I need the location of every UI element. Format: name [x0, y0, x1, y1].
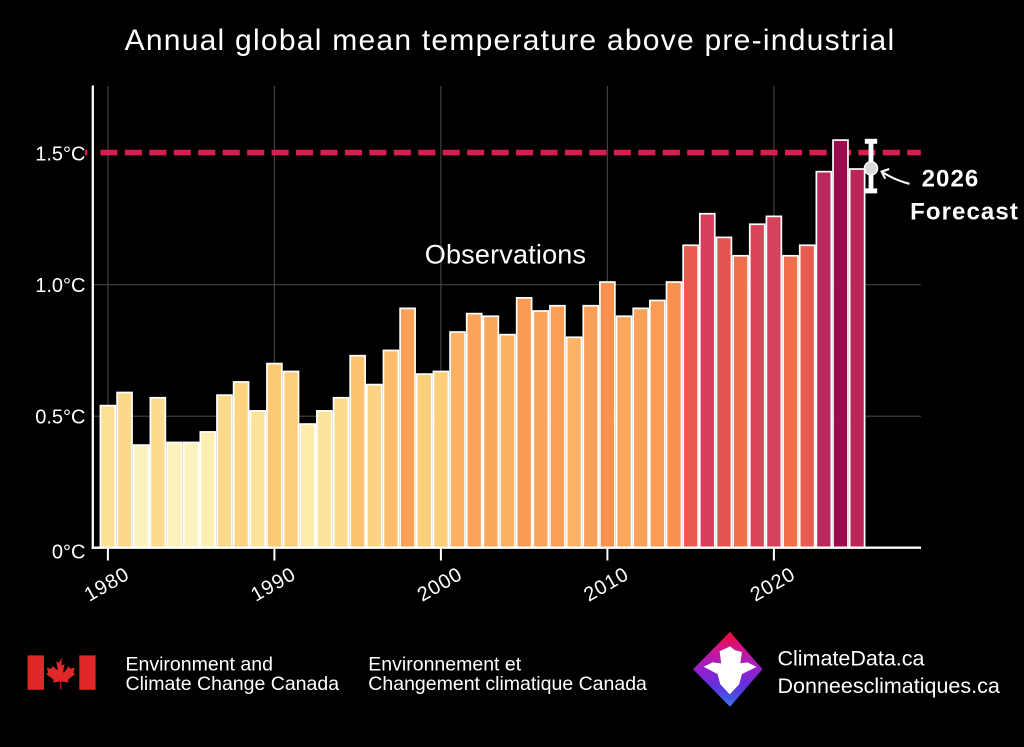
svg-text:0°C: 0°C — [52, 541, 86, 563]
svg-text:Environment and: Environment and — [126, 654, 273, 676]
svg-text:Donneesclimatiques.ca: Donneesclimatiques.ca — [778, 674, 1000, 698]
svg-text:1.5°C: 1.5°C — [35, 144, 85, 166]
svg-text:1.0°C: 1.0°C — [35, 275, 85, 297]
svg-text:Forecast: Forecast — [910, 199, 1019, 226]
svg-text:Observations: Observations — [425, 240, 586, 270]
svg-text:ClimateData.ca: ClimateData.ca — [778, 647, 925, 671]
svg-text:Annual global mean temperature: Annual global mean temperature above pre… — [125, 24, 896, 57]
svg-text:2026: 2026 — [922, 166, 980, 193]
svg-text:0.5°C: 0.5°C — [35, 406, 85, 428]
svg-text:Climate Change Canada: Climate Change Canada — [126, 673, 340, 695]
svg-text:Environnement et: Environnement et — [368, 654, 521, 676]
svg-text:Changement climatique Canada: Changement climatique Canada — [368, 673, 647, 695]
